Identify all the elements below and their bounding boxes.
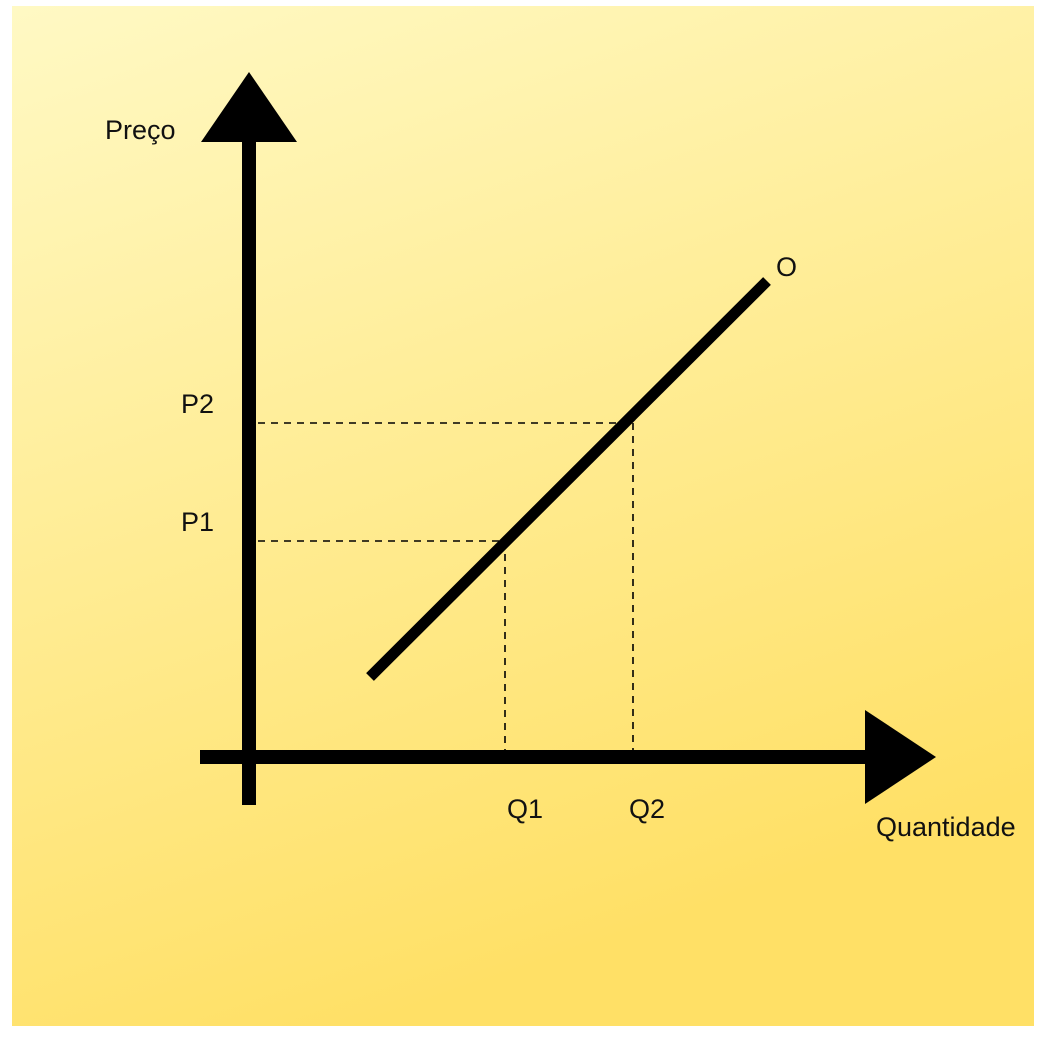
y-axis-arrowhead bbox=[201, 72, 297, 142]
supply-curve-label: O bbox=[776, 252, 797, 282]
x-axis-arrowhead bbox=[865, 710, 936, 804]
p2-label: P2 bbox=[181, 389, 214, 419]
background-panel bbox=[12, 6, 1034, 1026]
q1-label: Q1 bbox=[507, 794, 543, 824]
x-axis-label: Quantidade bbox=[876, 812, 1016, 842]
y-axis-label: Preço bbox=[105, 115, 176, 145]
supply-curve-line bbox=[366, 277, 771, 681]
q2-label: Q2 bbox=[629, 794, 665, 824]
p1-label: P1 bbox=[181, 507, 214, 537]
